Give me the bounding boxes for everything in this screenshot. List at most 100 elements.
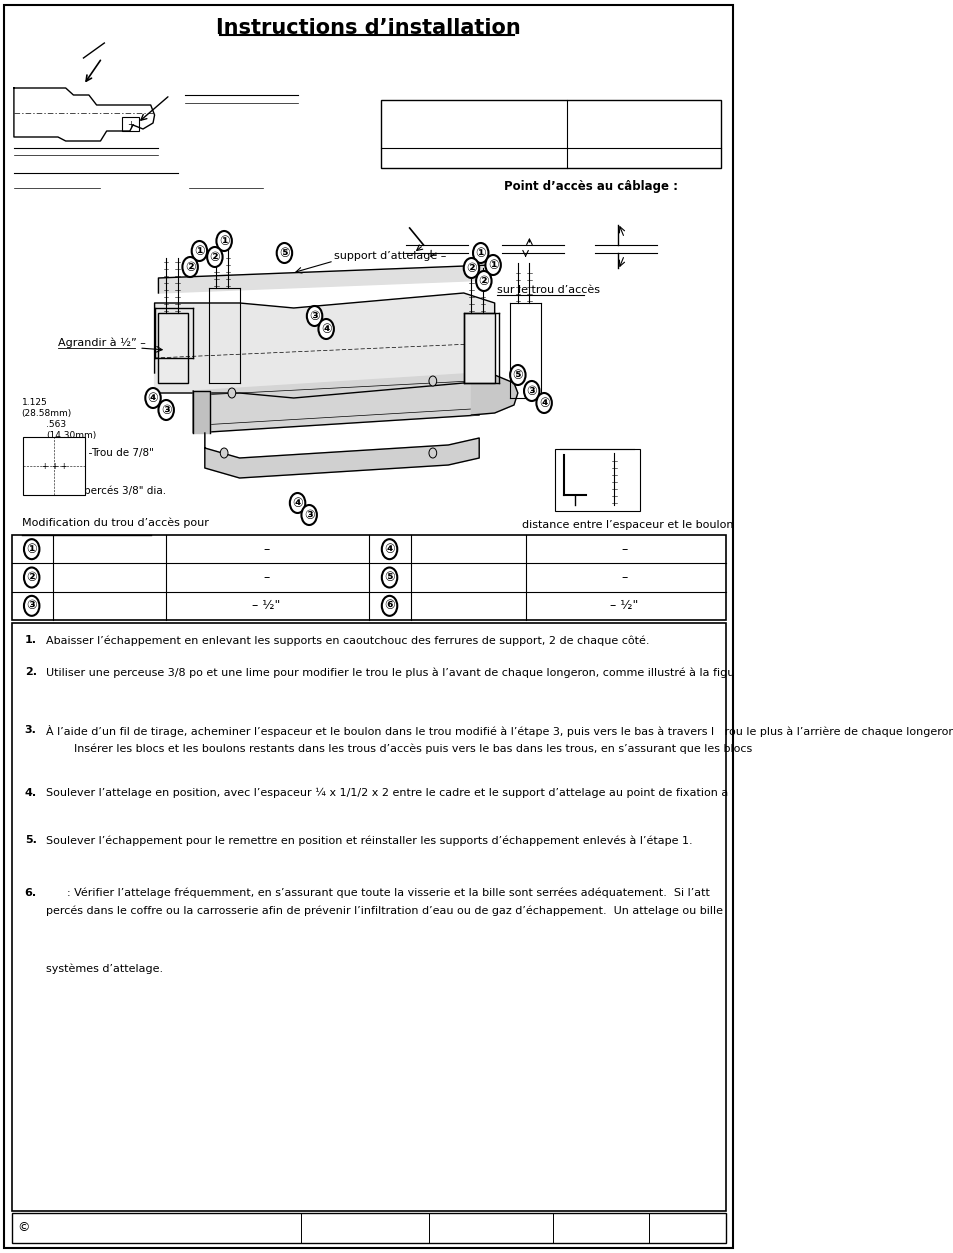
Bar	[11, 623, 725, 1210]
Circle shape	[307, 306, 322, 326]
Text: ②: ②	[478, 274, 489, 287]
Text: 4.: 4.	[25, 788, 37, 798]
Text: Insérer les blocs et les boulons restants dans les trous d’accès puis vers le ba: Insérer les blocs et les boulons restant…	[47, 743, 752, 753]
Bar	[11, 1213, 725, 1243]
Text: ④: ④	[320, 322, 331, 336]
Text: Abaisser l’échappement en enlevant les supports en caoutchouc des ferrures de su: Abaisser l’échappement en enlevant les s…	[47, 635, 649, 645]
Circle shape	[216, 231, 232, 251]
Text: ④: ④	[148, 391, 158, 405]
Circle shape	[207, 247, 222, 267]
Text: –: –	[263, 571, 270, 584]
Text: ③: ③	[309, 309, 319, 322]
Text: : Vérifier l’attelage fréquemment, en s’assurant que toute la visserie et la bil: : Vérifier l’attelage fréquemment, en s’…	[47, 888, 709, 898]
Circle shape	[510, 365, 525, 385]
Circle shape	[276, 243, 292, 263]
Text: 3.: 3.	[25, 725, 36, 736]
Bar	[158, 313, 188, 383]
Text: 1.: 1.	[25, 635, 37, 645]
Circle shape	[158, 400, 173, 420]
Text: 6.: 6.	[25, 888, 37, 898]
Bar	[463, 313, 495, 383]
Text: ②: ②	[185, 261, 195, 273]
Text: – ½": – ½"	[253, 599, 280, 613]
Text: Utiliser une perceuse 3/8 po et une lime pour modifier le trou le plus à l’avant: Utiliser une perceuse 3/8 po et une lime…	[47, 667, 734, 678]
Text: ⑤: ⑤	[384, 571, 395, 584]
Circle shape	[228, 388, 235, 398]
Circle shape	[536, 393, 551, 413]
Text: ②: ②	[210, 251, 220, 263]
Text: ③: ③	[303, 509, 314, 521]
Text: ②: ②	[466, 262, 476, 274]
Circle shape	[476, 271, 491, 291]
Circle shape	[24, 539, 39, 559]
Circle shape	[429, 376, 436, 386]
Text: ③: ③	[526, 385, 537, 397]
Text: 5.: 5.	[25, 834, 36, 845]
Circle shape	[290, 492, 305, 512]
Text: ①: ①	[487, 258, 497, 272]
Text: Modification du trou d’accès pour: Modification du trou d’accès pour	[22, 517, 209, 529]
Text: Trou de 7/8": Trou de 7/8"	[91, 449, 154, 459]
Text: –: –	[620, 571, 627, 584]
Text: – ½": – ½"	[610, 599, 638, 613]
Text: +: +	[127, 119, 134, 129]
Circle shape	[220, 449, 228, 459]
Circle shape	[429, 449, 436, 459]
Text: +: +	[51, 461, 57, 470]
Circle shape	[182, 257, 197, 277]
Bar	[11, 535, 725, 620]
Text: ©: ©	[17, 1222, 30, 1234]
Text: systèmes d’attelage.: systèmes d’attelage.	[47, 964, 163, 974]
Text: 1.125
(28.58mm): 1.125 (28.58mm)	[22, 398, 71, 417]
Text: sur le trou d’accès: sur le trou d’accès	[497, 284, 599, 294]
Circle shape	[485, 256, 500, 274]
Text: +: +	[42, 461, 48, 470]
Text: ⑤: ⑤	[512, 368, 522, 381]
Text: ④: ④	[384, 543, 395, 555]
Text: Agrandir à ½” –: Agrandir à ½” –	[58, 338, 146, 348]
Text: .563
(14.30mm): .563 (14.30mm)	[47, 420, 96, 440]
Circle shape	[523, 381, 538, 401]
Text: ①: ①	[475, 247, 485, 259]
Text: ②: ②	[27, 571, 37, 584]
Text: support d’attelage –: support d’attelage –	[334, 251, 446, 261]
Text: ⑤: ⑤	[279, 247, 290, 259]
Text: ④: ④	[538, 396, 549, 410]
Text: distance entre l’espaceur et le boulon: distance entre l’espaceur et le boulon	[521, 520, 733, 530]
Circle shape	[301, 505, 316, 525]
Polygon shape	[193, 391, 210, 434]
Circle shape	[24, 568, 39, 588]
Text: À l’aide d’un fil de tirage, acheminer l’espaceur et le boulon dans le trou modi: À l’aide d’un fil de tirage, acheminer l…	[47, 725, 953, 737]
Text: Instructions d’installation: Instructions d’installation	[216, 18, 520, 38]
Text: ⑥: ⑥	[384, 599, 395, 613]
Polygon shape	[471, 373, 517, 415]
Text: Point d’accès au câblage :: Point d’accès au câblage :	[503, 180, 678, 193]
Bar	[555, 449, 639, 511]
Circle shape	[24, 596, 39, 615]
Text: —Trous percés 3/8" dia.: —Trous percés 3/8" dia.	[43, 486, 166, 496]
Text: ①: ①	[27, 543, 37, 555]
Circle shape	[473, 243, 488, 263]
Circle shape	[381, 539, 396, 559]
Polygon shape	[158, 264, 490, 293]
Bar	[122, 117, 139, 132]
Circle shape	[381, 568, 396, 588]
Circle shape	[318, 320, 334, 340]
Text: ③: ③	[161, 403, 172, 416]
Text: ①: ①	[218, 234, 230, 248]
Circle shape	[381, 596, 396, 615]
Text: percés dans le coffre ou la carrosserie afin de prévenir l’infiltration d’eau ou: percés dans le coffre ou la carrosserie …	[47, 905, 722, 916]
Text: ①: ①	[193, 244, 205, 258]
Text: Soulever l’échappement pour le remettre en position et réinstaller les supports : Soulever l’échappement pour le remettre …	[47, 834, 692, 846]
Bar	[380, 100, 720, 168]
Circle shape	[192, 241, 207, 261]
Circle shape	[145, 388, 161, 408]
Polygon shape	[154, 293, 495, 398]
Text: Soulever l’attelage en position, avec l’espaceur ¼ x 1/1/2 x 2 entre le cadre et: Soulever l’attelage en position, avec l’…	[47, 788, 728, 798]
Circle shape	[463, 258, 478, 278]
Polygon shape	[193, 373, 478, 434]
Text: ④: ④	[292, 496, 302, 510]
Bar	[23, 437, 85, 495]
Text: ③: ③	[27, 599, 37, 613]
Text: –: –	[263, 543, 270, 555]
